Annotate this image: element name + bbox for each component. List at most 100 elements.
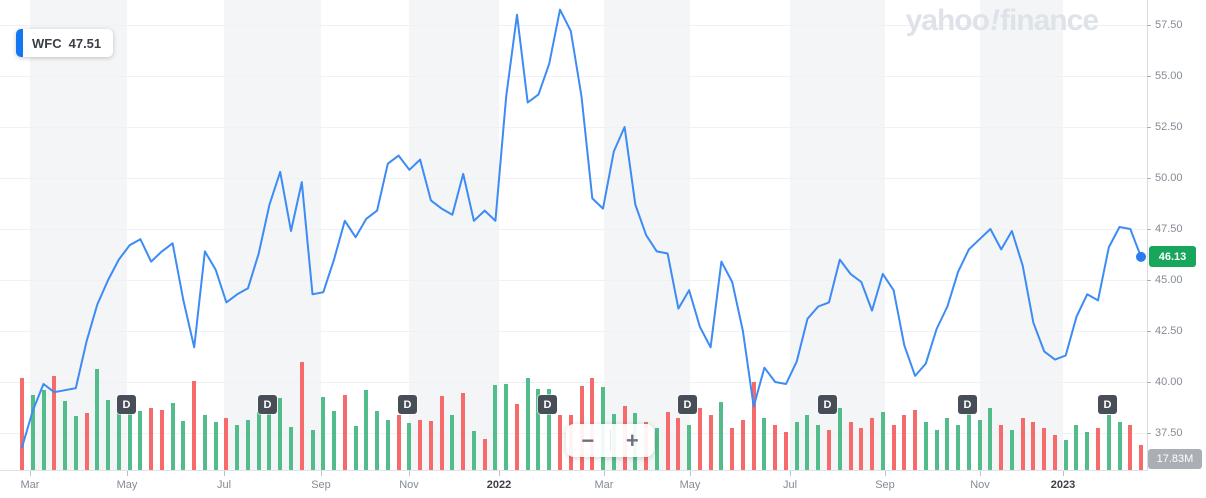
y-axis-tick-label: 42.50 (1155, 325, 1183, 337)
volume-bar (1139, 445, 1144, 470)
dividend-marker[interactable]: D (958, 395, 977, 414)
x-axis-tick (690, 471, 691, 476)
dividend-marker[interactable]: D (258, 395, 277, 414)
volume-bar (170, 403, 175, 470)
volume-bar (1063, 440, 1068, 470)
volume-bar (1009, 430, 1014, 470)
dividend-marker[interactable]: D (538, 395, 557, 414)
volume-bar (63, 401, 68, 470)
dividend-marker[interactable]: D (398, 395, 417, 414)
volume-bar (848, 422, 853, 470)
dividend-marker[interactable]: D (117, 395, 136, 414)
volume-bar (514, 404, 519, 470)
x-axis-tick (1063, 471, 1064, 476)
volume-bar (20, 378, 24, 470)
volume-bar (891, 425, 896, 470)
x-axis-tick (321, 471, 322, 476)
volume-bar (396, 415, 401, 470)
volume-bar (676, 418, 681, 470)
gridline (0, 331, 1147, 332)
volume-bar (224, 418, 229, 470)
volume-bar (181, 421, 186, 470)
x-axis-tick (980, 471, 981, 476)
volume-bar (299, 362, 304, 470)
current-volume-badge: 17.83M (1148, 449, 1202, 469)
volume-bar (116, 407, 121, 470)
volume-bar (127, 407, 132, 470)
volume-bar (321, 397, 326, 470)
month-band (30, 0, 127, 470)
y-axis-tick (1147, 331, 1151, 332)
zoom-in-button[interactable]: + (611, 424, 655, 457)
volume-bar (870, 418, 875, 470)
volume-bar (106, 400, 111, 470)
x-axis-tick (409, 471, 410, 476)
x-axis-tick-label: Nov (970, 479, 990, 491)
volume-bar (256, 412, 261, 470)
month-band (224, 0, 321, 470)
volume-bar (149, 408, 154, 470)
gridline (0, 25, 1147, 26)
x-axis-tick (224, 471, 225, 476)
volume-bar (310, 430, 315, 470)
symbol-price-value: 47.51 (68, 35, 102, 51)
x-axis-tick-label: May (116, 479, 138, 491)
volume-bar (138, 411, 143, 470)
gridline (0, 127, 1147, 128)
zoom-out-button[interactable]: − (566, 424, 610, 457)
x-axis-tick-label: Mar (20, 479, 40, 491)
month-band (409, 0, 499, 470)
volume-bar (773, 425, 778, 470)
volume-bar (536, 389, 541, 470)
volume-bar (740, 420, 745, 470)
x-axis-tick (604, 471, 605, 476)
volume-bar (719, 402, 724, 470)
volume-bar (913, 410, 918, 470)
volume-bar (1031, 422, 1036, 470)
month-band (790, 0, 885, 470)
volume-bar (461, 393, 466, 470)
y-axis-tick-label: 37.50 (1155, 427, 1183, 439)
volume-bar (289, 427, 293, 470)
volume-bar (353, 426, 358, 470)
volume-bar (471, 431, 476, 470)
volume-bar (762, 418, 767, 470)
right-axis-line (1147, 0, 1148, 471)
volume-bar (192, 381, 197, 470)
yahoo-bang-icon: ! (989, 4, 1000, 37)
x-axis-tick-label: Mar (594, 479, 614, 491)
y-axis-tick (1147, 280, 1151, 281)
x-axis-tick-label: May (679, 479, 701, 491)
volume-bar (816, 425, 821, 470)
x-axis-tick-label: Jul (782, 479, 798, 491)
volume-bar (730, 428, 735, 470)
volume-bar (450, 415, 455, 470)
volume-bar (708, 415, 713, 470)
gridline (0, 178, 1147, 179)
volume-bar (945, 418, 950, 470)
symbol-price-badge: WFC 47.51 (16, 29, 114, 57)
volume-bar (1106, 415, 1111, 470)
dividend-marker[interactable]: D (818, 395, 837, 414)
gridline (0, 382, 1147, 383)
dividend-marker[interactable]: D (1098, 395, 1117, 414)
y-axis-tick-label: 40.00 (1155, 376, 1183, 388)
volume-bar (385, 420, 390, 470)
y-axis-tick-label: 52.50 (1155, 121, 1183, 133)
volume-bar (558, 415, 562, 470)
y-axis-tick (1147, 229, 1151, 230)
volume-bar (30, 395, 35, 470)
volume-bar (859, 428, 864, 470)
y-axis-tick-label: 57.50 (1155, 19, 1183, 31)
x-axis-tick-label: Sep (311, 479, 331, 491)
volume-bar (687, 425, 692, 470)
volume-bar (923, 422, 928, 470)
x-axis-tick-label: 2023 (1050, 479, 1076, 491)
dividend-marker[interactable]: D (678, 395, 697, 414)
x-axis-tick (885, 471, 886, 476)
last-price-dot (1136, 251, 1146, 262)
volume-bar (482, 439, 487, 470)
gridline (0, 76, 1147, 77)
y-axis-tick (1147, 178, 1151, 179)
